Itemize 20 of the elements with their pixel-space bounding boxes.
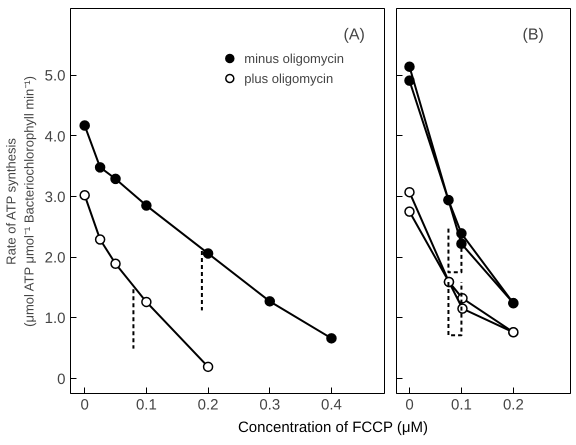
y-tick-label: 3.0 (44, 188, 66, 206)
x-tick-label: 0.1 (451, 396, 472, 414)
x-tick-label: 0 (80, 396, 89, 414)
x-tick-label: 0.2 (502, 396, 524, 414)
x-tick-label: 0.3 (259, 396, 280, 414)
text: (B) (522, 26, 544, 44)
x-tick-label: 0.4 (321, 396, 342, 414)
x-tick-label: 0.2 (198, 396, 218, 414)
y-tick-label: 1.0 (44, 310, 66, 328)
y-axis-title: Rate of ATP synthesis (μmol ATP μmol⁻¹ Bacteriochlorophyll min⁻¹) (4, 76, 37, 327)
text: (A) (344, 26, 365, 44)
y-tick-label: 4.0 (44, 128, 66, 146)
x-axis-title: Concentration of FCCP (μM) (238, 418, 428, 438)
x-tick-label: 0.1 (136, 396, 157, 414)
legend-label: plus oligomycin (244, 70, 334, 86)
y-tick-label: 5.0 (44, 68, 66, 85)
y-tick-label: 0 (57, 370, 66, 388)
legend-label: minus oligomycin (244, 50, 344, 66)
x-tick-label: 0 (405, 396, 414, 414)
y-tick-label: 2.0 (44, 250, 66, 267)
